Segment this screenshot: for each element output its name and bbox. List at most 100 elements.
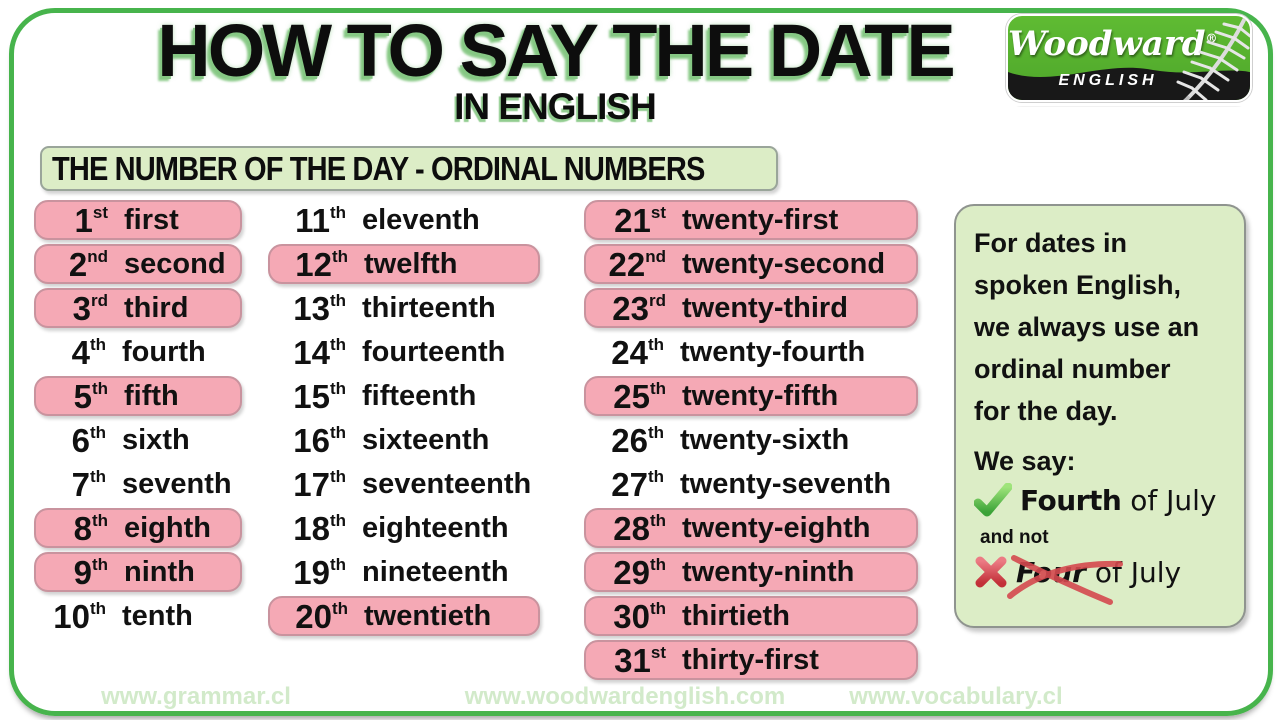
- info-panel: For dates in spoken English, we always use…: [954, 204, 1246, 628]
- ordinal-number: 29th: [613, 553, 666, 591]
- ordinal-number: 8th: [73, 509, 108, 547]
- ordinal-number: 12th: [295, 245, 348, 283]
- ordinal-number: 14th: [293, 333, 346, 371]
- ordinal-word: twenty-sixth: [680, 423, 850, 456]
- ordinal-row-7: 7th seventh: [34, 464, 242, 504]
- ordinal-row-8: 8th eighth: [34, 508, 242, 548]
- ordinal-suffix: th: [329, 334, 346, 354]
- ordinal-word: first: [124, 203, 179, 236]
- info-paragraph-line: spoken English,: [974, 270, 1182, 300]
- ordinal-word: twenty-eighth: [682, 511, 871, 544]
- and-not-label: and not: [980, 527, 1049, 548]
- ordinal-column-2: 11th eleventh 12th twelfth 13th thirteenth 14t…: [268, 200, 540, 640]
- ordinal-number: 28th: [613, 509, 666, 547]
- ordinal-row-24: 24th twenty-fourth: [584, 332, 918, 372]
- ordinal-number: 17th: [293, 465, 346, 503]
- ordinal-number: 15th: [293, 377, 346, 415]
- ordinal-row-23: 23rd twenty-third: [584, 288, 918, 328]
- ordinal-suffix: th: [91, 554, 108, 574]
- ordinal-suffix: th: [647, 334, 664, 354]
- ordinal-number: 26th: [611, 421, 664, 459]
- ordinal-suffix: th: [649, 598, 666, 618]
- ordinal-row-31: 31st thirty-first: [584, 640, 918, 680]
- ordinal-suffix: th: [329, 510, 346, 530]
- fern-leaf-icon: [1176, 18, 1250, 100]
- ordinal-word: thirteenth: [362, 291, 496, 324]
- woodward-logo-badge: Woodward® ENGLISH: [1006, 14, 1252, 102]
- ordinal-suffix: th: [329, 466, 346, 486]
- ordinal-suffix: th: [329, 554, 346, 574]
- ordinal-word: ninth: [124, 555, 195, 588]
- ordinal-suffix: st: [650, 202, 666, 222]
- correct-example-row: Fourth of July: [974, 483, 1230, 517]
- ordinal-suffix: th: [329, 422, 346, 442]
- ordinal-number: 24th: [611, 333, 664, 371]
- ordinal-word: thirtieth: [682, 599, 790, 632]
- section-banner-label: THE NUMBER OF THE DAY - ORDINAL NUMBERS: [52, 149, 705, 187]
- ordinal-number: 27th: [611, 465, 664, 503]
- ordinal-word: nineteenth: [362, 555, 509, 588]
- info-paragraph-line: we always use an: [974, 312, 1200, 342]
- ordinal-word: fourteenth: [362, 335, 506, 368]
- ordinal-row-16: 16th sixteenth: [268, 420, 540, 460]
- ordinal-word: twenty-first: [682, 203, 839, 236]
- ordinal-word: eighth: [124, 511, 211, 544]
- ordinal-suffix: th: [647, 422, 664, 442]
- ordinal-suffix: th: [329, 378, 346, 398]
- ordinal-suffix: th: [89, 334, 106, 354]
- ordinal-number: 1st: [74, 201, 108, 239]
- ordinal-suffix: th: [89, 422, 106, 442]
- ordinal-number: 31st: [614, 641, 666, 679]
- page-title: HOW TO SAY THE DATE: [157, 9, 955, 92]
- ordinal-word: twenty-ninth: [682, 555, 855, 588]
- ordinal-row-11: 11th eleventh: [268, 200, 540, 240]
- ordinal-row-1: 1st first: [34, 200, 242, 240]
- ordinal-suffix: th: [649, 510, 666, 530]
- ordinal-row-30: 30th thirtieth: [584, 596, 918, 636]
- ordinal-number: 22nd: [608, 245, 667, 283]
- ordinal-row-22: 22nd twenty-second: [584, 244, 918, 284]
- ordinal-column-3: 21st twenty-first 22nd twenty-second 23rd twe…: [584, 200, 918, 684]
- logo-swoosh-shape: [1008, 67, 1250, 100]
- ordinal-word: twenty-third: [682, 291, 848, 324]
- ordinal-word: twelfth: [364, 247, 458, 280]
- ordinal-word: tenth: [122, 599, 193, 632]
- ordinal-row-14: 14th fourteenth: [268, 332, 540, 372]
- ordinal-number: 2nd: [68, 245, 108, 283]
- ordinal-row-29: 29th twenty-ninth: [584, 552, 918, 592]
- ordinal-number: 23rd: [612, 289, 666, 327]
- ordinal-suffix: th: [647, 466, 664, 486]
- ordinal-word: eleventh: [362, 203, 480, 236]
- ordinal-word: sixth: [122, 423, 190, 456]
- ordinal-number: 19th: [293, 553, 346, 591]
- ordinal-number: 10th: [53, 597, 106, 635]
- footer-url-grammar: www.grammar.cl: [101, 683, 291, 710]
- ordinal-word: second: [124, 247, 226, 280]
- ordinal-row-12: 12th twelfth: [268, 244, 540, 284]
- ordinal-suffix: st: [92, 202, 108, 222]
- ordinal-row-10: 10th tenth: [34, 596, 242, 636]
- ordinal-word: fifteenth: [362, 379, 477, 412]
- ordinal-word: twenty-fourth: [680, 335, 866, 368]
- ordinal-word: fourth: [122, 335, 206, 368]
- ordinal-number: 3rd: [72, 289, 108, 327]
- ordinal-word: twenty-seventh: [680, 467, 892, 500]
- info-paragraph-line: For dates in: [974, 228, 1128, 258]
- correct-example-text: Fourth of July: [1020, 483, 1217, 517]
- logo-sub-text: ENGLISH: [1058, 72, 1158, 89]
- ordinal-word: twenty-second: [682, 247, 886, 280]
- footer-url-woodwardenglish: www.woodwardenglish.com: [464, 683, 786, 710]
- wrong-example-text: Four of July: [1007, 554, 1181, 605]
- ordinal-suffix: st: [650, 642, 666, 662]
- ordinal-number: 20th: [295, 597, 348, 635]
- page-subtitle: IN ENGLISH: [454, 86, 657, 127]
- ordinal-number: 25th: [613, 377, 666, 415]
- ordinal-row-2: 2nd second: [34, 244, 242, 284]
- ordinal-suffix: nd: [645, 246, 666, 266]
- ordinal-suffix: rd: [649, 290, 666, 310]
- wrong-example-row: Four of July: [974, 554, 1230, 605]
- ordinal-row-21: 21st twenty-first: [584, 200, 918, 240]
- ordinal-suffix: th: [649, 554, 666, 574]
- ordinal-word: sixteenth: [362, 423, 490, 456]
